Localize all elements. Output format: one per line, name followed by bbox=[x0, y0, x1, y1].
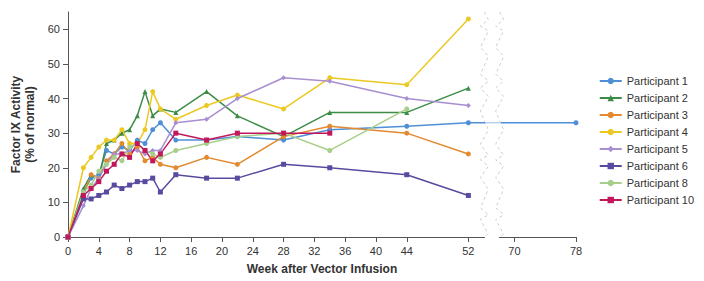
svg-text:Participant 3: Participant 3 bbox=[627, 109, 688, 121]
svg-text:20: 20 bbox=[216, 245, 228, 257]
svg-text:10: 10 bbox=[48, 196, 60, 208]
svg-text:36: 36 bbox=[339, 245, 351, 257]
svg-text:24: 24 bbox=[247, 245, 259, 257]
svg-text:Participant 5: Participant 5 bbox=[627, 143, 688, 155]
svg-text:40: 40 bbox=[48, 93, 60, 105]
svg-text:Factor IX Activity: Factor IX Activity bbox=[9, 75, 23, 173]
svg-text:Participant 8: Participant 8 bbox=[627, 177, 688, 189]
svg-text:Participant 1: Participant 1 bbox=[627, 75, 688, 87]
svg-text:44: 44 bbox=[401, 245, 413, 257]
svg-text:60: 60 bbox=[48, 23, 60, 35]
svg-text:20: 20 bbox=[48, 162, 60, 174]
svg-text:0: 0 bbox=[65, 245, 71, 257]
svg-text:0: 0 bbox=[54, 231, 60, 243]
svg-text:Participant 2: Participant 2 bbox=[627, 92, 688, 104]
svg-text:28: 28 bbox=[277, 245, 289, 257]
svg-text:Participant 6: Participant 6 bbox=[627, 160, 688, 172]
svg-text:32: 32 bbox=[308, 245, 320, 257]
svg-text:(% of normal): (% of normal) bbox=[23, 86, 37, 163]
svg-text:52: 52 bbox=[462, 245, 474, 257]
svg-text:12: 12 bbox=[154, 245, 166, 257]
svg-text:4: 4 bbox=[96, 245, 102, 257]
svg-text:Participant 10: Participant 10 bbox=[627, 194, 694, 206]
svg-text:50: 50 bbox=[48, 58, 60, 70]
svg-text:40: 40 bbox=[370, 245, 382, 257]
svg-text:30: 30 bbox=[48, 127, 60, 139]
svg-text:Week after Vector Infusion: Week after Vector Infusion bbox=[247, 262, 398, 276]
svg-text:16: 16 bbox=[185, 245, 197, 257]
svg-text:8: 8 bbox=[127, 245, 133, 257]
svg-text:Participant 4: Participant 4 bbox=[627, 126, 688, 138]
svg-text:70: 70 bbox=[508, 245, 520, 257]
svg-text:78: 78 bbox=[570, 245, 582, 257]
